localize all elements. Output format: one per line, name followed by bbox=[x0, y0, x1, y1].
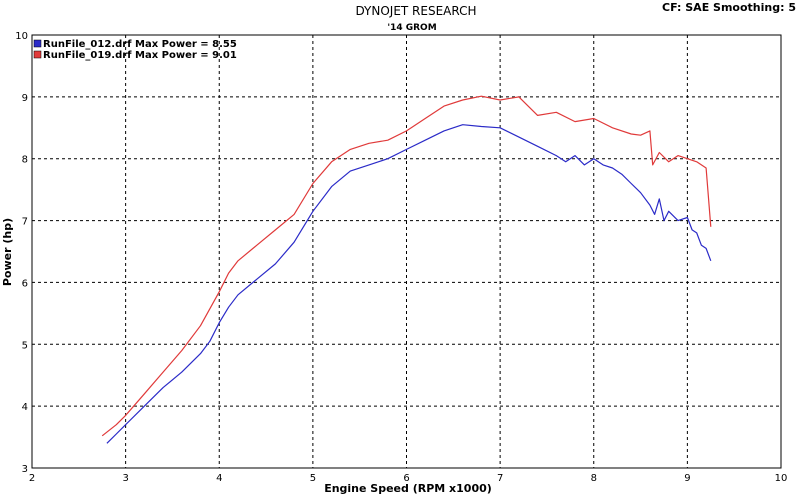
y-tick-label: 5 bbox=[22, 340, 28, 351]
x-tick-label: 8 bbox=[591, 473, 597, 484]
y-axis-label: Power (hp) bbox=[1, 218, 14, 286]
y-tick-labels: 3 4 5 6 7 8 9 10 bbox=[15, 31, 28, 475]
x-tick-label: 5 bbox=[310, 473, 316, 484]
chart-subtitle: '14 GROM bbox=[387, 23, 436, 33]
y-tick-label: 4 bbox=[22, 402, 28, 413]
legend-entry-2: RunFile_019.drf Max Power = 9.01 bbox=[43, 50, 237, 61]
grid bbox=[32, 35, 781, 468]
chart-title: DYNOJET RESEARCH bbox=[355, 4, 476, 18]
x-tick-label: 9 bbox=[684, 473, 690, 484]
y-tick-label: 9 bbox=[22, 93, 28, 104]
series-line-2 bbox=[101, 95, 712, 437]
legend-swatch-red bbox=[33, 50, 42, 59]
x-tick-label: 10 bbox=[775, 473, 788, 484]
x-tick-label: 2 bbox=[29, 473, 35, 484]
x-tick-label: 3 bbox=[122, 473, 128, 484]
y-tick-label: 8 bbox=[22, 155, 28, 166]
y-tick-label: 6 bbox=[22, 278, 28, 289]
y-tick-label: 3 bbox=[22, 464, 28, 475]
x-tick-label: 7 bbox=[497, 473, 503, 484]
legend-swatch-blue bbox=[33, 39, 42, 48]
x-axis-label: Engine Speed (RPM x1000) bbox=[324, 482, 492, 494]
x-tick-label: 6 bbox=[403, 473, 409, 484]
legend: RunFile_012.drf Max Power = 8.55 RunFile… bbox=[33, 39, 237, 61]
y-tick-label: 10 bbox=[15, 31, 28, 42]
y-tick-label: 7 bbox=[22, 217, 28, 228]
x-tick-label: 4 bbox=[216, 473, 222, 484]
settings-label: CF: SAE Smoothing: 5 bbox=[662, 1, 796, 14]
x-tick-labels: 2 3 4 5 6 7 8 9 10 bbox=[29, 473, 788, 484]
legend-entry-1: RunFile_012.drf Max Power = 8.55 bbox=[43, 39, 237, 50]
series-lines bbox=[101, 95, 712, 444]
series-line-1 bbox=[106, 124, 712, 444]
